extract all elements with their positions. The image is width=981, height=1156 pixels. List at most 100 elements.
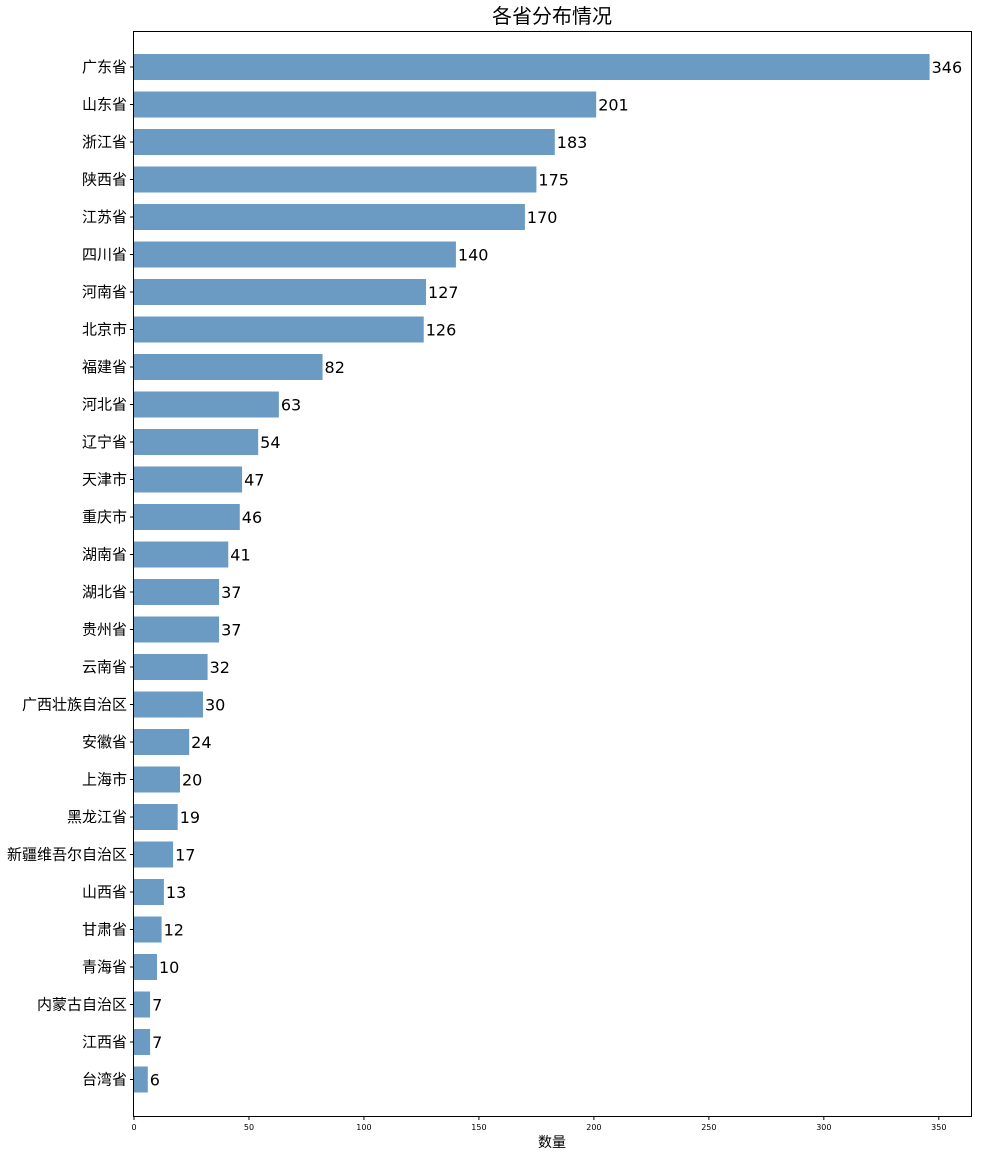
bar (134, 279, 427, 305)
bar (134, 241, 456, 268)
value-label: 54 (260, 433, 280, 452)
category-label: 台湾省 (82, 1071, 127, 1089)
category-label: 湖南省 (82, 546, 127, 564)
x-tick-label: 250 (701, 1123, 716, 1132)
chart-title: 各省分布情况 (492, 4, 612, 28)
value-label: 32 (210, 658, 230, 677)
category-label: 青海省 (82, 958, 127, 976)
value-label: 17 (175, 846, 195, 865)
value-label: 24 (191, 733, 211, 752)
category-label: 内蒙古自治区 (37, 996, 127, 1014)
bar (134, 1066, 148, 1093)
value-label: 12 (164, 921, 184, 940)
category-label: 山西省 (82, 883, 127, 901)
value-label: 6 (150, 1071, 160, 1090)
value-label: 183 (557, 133, 588, 152)
bar (134, 579, 220, 605)
x-axis-label: 数量 (538, 1135, 566, 1151)
value-label: 46 (242, 508, 262, 527)
category-label: 广东省 (82, 58, 127, 76)
x-tick-label: 300 (816, 1123, 831, 1132)
x-tick-label: 150 (471, 1123, 486, 1132)
bar (134, 804, 178, 830)
bar (134, 91, 597, 118)
bar (134, 916, 162, 943)
bar (134, 466, 243, 493)
bar (134, 204, 525, 230)
category-label: 江苏省 (82, 208, 127, 226)
bar (134, 691, 203, 718)
value-label: 37 (221, 621, 241, 640)
value-label: 170 (527, 208, 558, 227)
category-label: 重庆市 (82, 508, 127, 526)
bar (134, 991, 151, 1018)
bar (134, 354, 323, 380)
bar (134, 541, 229, 568)
plot-frame (133, 31, 972, 1117)
bar (134, 654, 208, 680)
value-label: 7 (152, 996, 162, 1015)
value-label: 140 (458, 246, 489, 265)
value-label: 20 (182, 771, 202, 790)
value-label: 126 (426, 321, 457, 340)
value-label: 19 (180, 808, 200, 827)
bar (134, 879, 164, 905)
x-tick-label: 200 (586, 1123, 601, 1132)
category-label: 安徽省 (82, 733, 127, 751)
bar (134, 729, 190, 755)
value-label: 82 (325, 358, 345, 377)
x-axis: 0 50 100 150 200 250 300 350 (131, 1116, 946, 1132)
category-label: 黑龙江省 (67, 808, 127, 826)
x-tick-label: 350 (931, 1123, 946, 1132)
value-label: 127 (428, 283, 459, 302)
category-label: 贵州省 (82, 621, 127, 639)
category-label: 山东省 (82, 96, 127, 114)
value-label: 37 (221, 583, 241, 602)
bar (134, 391, 279, 418)
x-tick-label: 0 (131, 1123, 136, 1132)
value-label: 47 (244, 471, 264, 490)
value-label: 201 (598, 96, 629, 115)
value-label: 30 (205, 696, 225, 715)
value-label: 13 (166, 883, 186, 902)
category-label: 河北省 (82, 396, 127, 414)
category-label: 上海市 (82, 771, 127, 789)
category-label: 甘肃省 (82, 921, 127, 939)
value-label: 63 (281, 396, 301, 415)
category-label: 福建省 (82, 358, 127, 376)
value-label: 175 (538, 171, 569, 190)
bar (134, 316, 424, 343)
bar (134, 166, 537, 193)
bar (134, 841, 174, 868)
x-tick-label: 100 (356, 1123, 371, 1132)
bar (134, 54, 930, 80)
value-label: 41 (230, 546, 250, 565)
bar (134, 1029, 151, 1055)
category-label: 江西省 (82, 1033, 127, 1051)
value-label: 7 (152, 1033, 162, 1052)
category-label: 北京市 (82, 321, 127, 339)
x-tick-label: 50 (244, 1123, 254, 1132)
bars-layer (134, 54, 930, 1093)
category-label: 天津市 (82, 471, 127, 489)
bar (134, 504, 240, 530)
value-labels: 3462011831751701401271268263544746413737… (150, 58, 962, 1090)
bar (134, 766, 180, 793)
category-label: 云南省 (82, 658, 127, 676)
category-label: 新疆维吾尔自治区 (7, 846, 127, 864)
bar (134, 129, 555, 155)
category-labels: 广东省山东省浙江省陕西省江苏省四川省河南省北京市福建省河北省辽宁省天津市重庆市湖… (7, 58, 134, 1089)
category-label: 广西壮族自治区 (22, 696, 127, 714)
bar (134, 429, 259, 455)
bar (134, 954, 157, 980)
category-label: 四川省 (82, 246, 127, 264)
category-label: 湖北省 (82, 583, 127, 601)
bar (134, 616, 220, 643)
category-label: 浙江省 (82, 133, 127, 151)
value-label: 346 (932, 58, 963, 77)
category-label: 辽宁省 (82, 433, 127, 451)
value-label: 10 (159, 958, 179, 977)
category-label: 陕西省 (82, 171, 127, 189)
category-label: 河南省 (82, 283, 127, 301)
